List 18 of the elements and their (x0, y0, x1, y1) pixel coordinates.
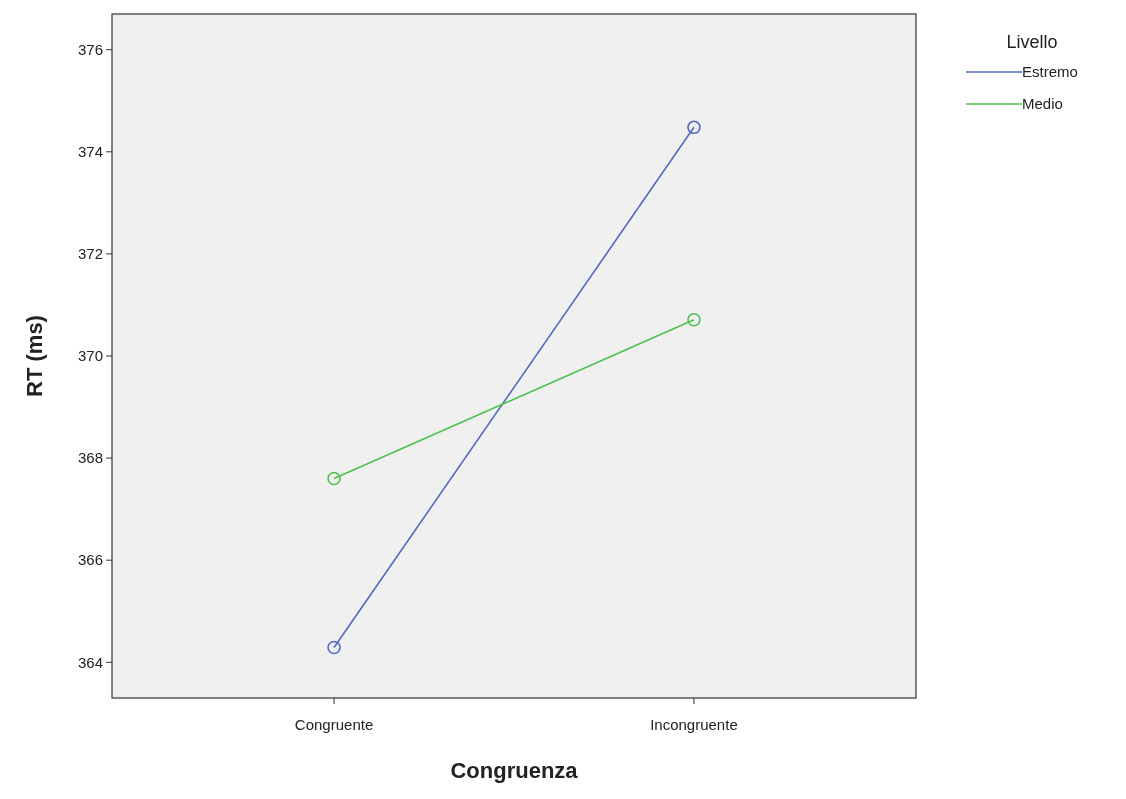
y-tick-label: 368 (77, 449, 103, 467)
y-axis-title: RT (ms) (22, 315, 47, 397)
x-tick-label: Incongruente (650, 716, 738, 733)
y-tick-label: 366 (77, 551, 103, 569)
y-tick-label: 370 (77, 347, 103, 365)
point (327, 640, 341, 655)
point (327, 471, 341, 486)
legend-label: Estremo (1022, 63, 1078, 81)
legend-title: Livello (1006, 32, 1058, 52)
y-tick-label: 376 (77, 40, 103, 58)
x-axis-title: Congruenza (450, 758, 579, 783)
y-tick-label: 364 (77, 653, 103, 671)
legend-label: Medio (1022, 95, 1063, 113)
point (687, 312, 701, 327)
y-tick-label: 374 (77, 143, 103, 161)
point (687, 120, 701, 135)
x-tick-label: Congruente (294, 716, 374, 733)
y-tick-label: 372 (77, 245, 103, 263)
